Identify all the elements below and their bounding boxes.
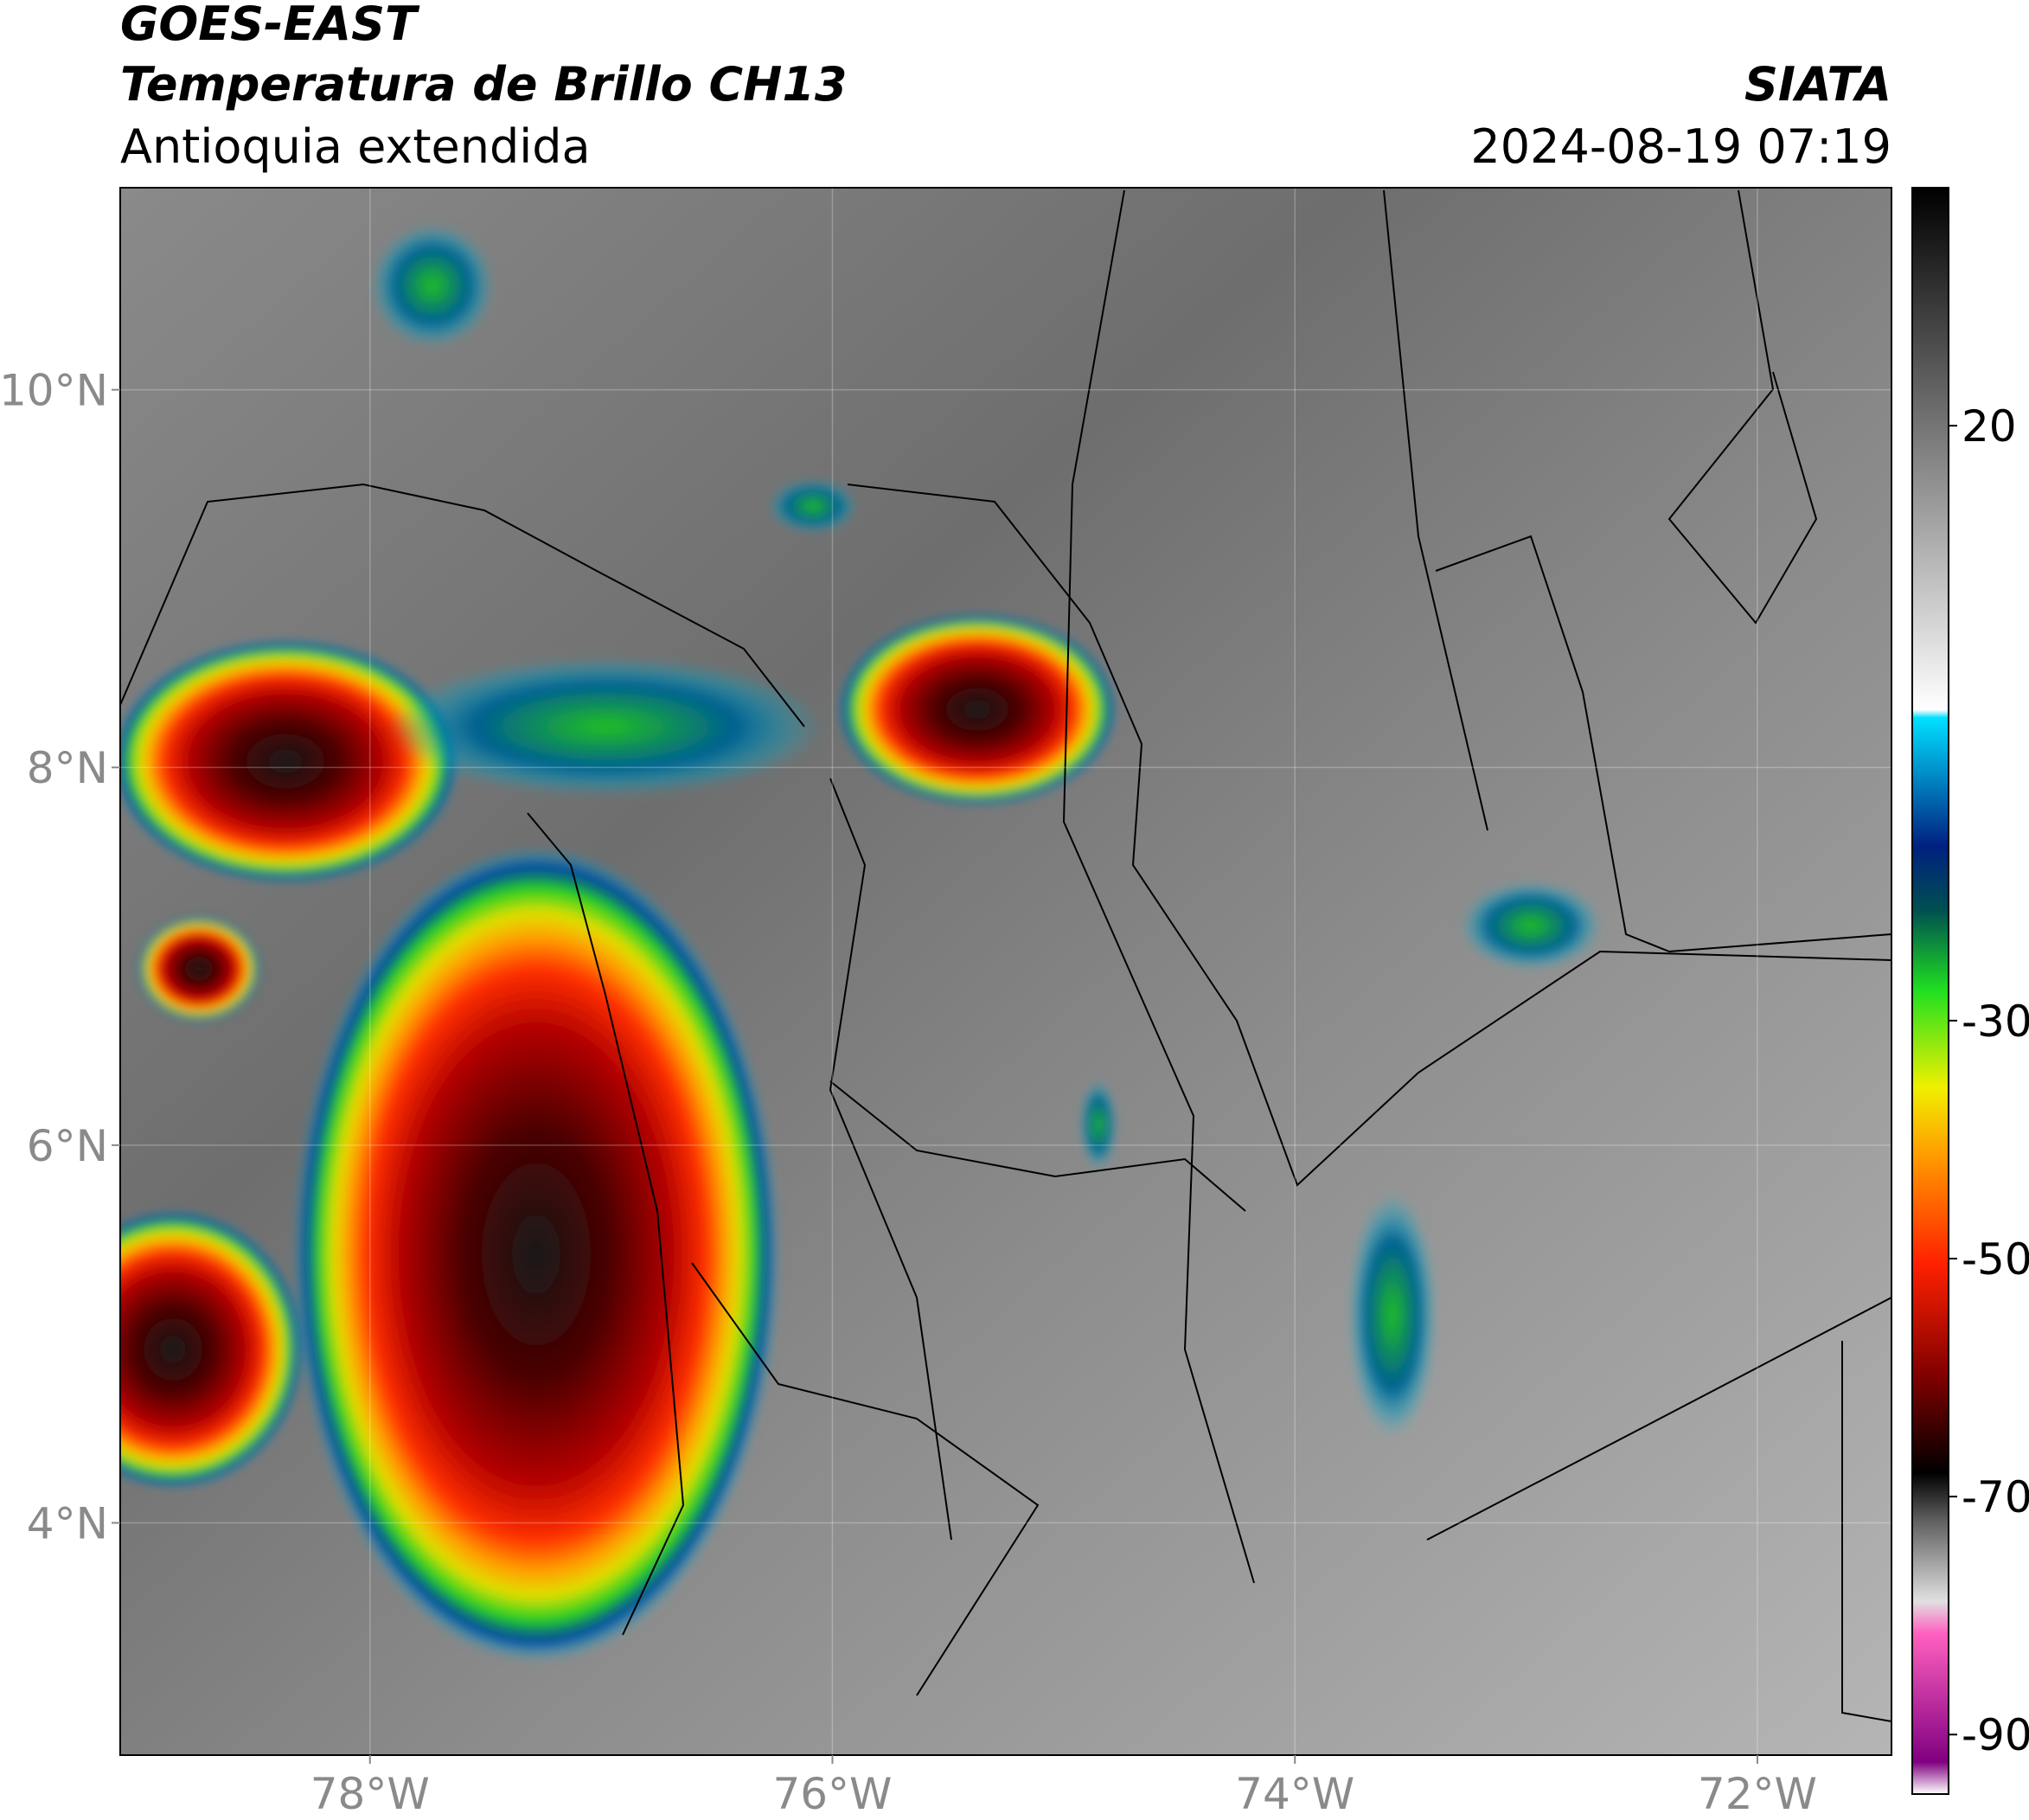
- x-tick-label: 78°W: [310, 1769, 430, 1817]
- title: GOES-EAST: [120, 0, 420, 51]
- colorbar: [1911, 187, 1949, 1795]
- region: Antioquia extendida: [120, 119, 591, 174]
- cloud-tops: [120, 225, 1600, 1661]
- colorbar-tick-label: -50: [1962, 1234, 2029, 1285]
- agency: SIATA: [1744, 57, 1891, 112]
- colorbar-tick-label: -70: [1962, 1472, 2029, 1522]
- datetime: 2024-08-19 07:19: [1470, 119, 1891, 174]
- borders: [120, 189, 1891, 1722]
- subtitle: Temperatura de Brillo CH13: [120, 57, 848, 112]
- y-tick-label: 10°N: [0, 366, 108, 416]
- colorbar-tick-label: 20: [1962, 401, 2017, 452]
- colorbar-tick-label: -30: [1962, 997, 2029, 1047]
- ticks: 78°W 76°W 74°W 72°W 10°N 8°N 6°N 4°N 20 -30 -50 -70…: [0, 366, 2029, 1819]
- x-tick-label: 76°W: [772, 1769, 892, 1817]
- map-frame: [119, 187, 1892, 1756]
- y-tick-label: 8°N: [27, 743, 108, 793]
- y-tick-label: 6°N: [27, 1121, 108, 1171]
- map-image: [120, 188, 1891, 1755]
- y-tick-label: 4°N: [27, 1498, 108, 1548]
- graticule: [120, 188, 1891, 1755]
- x-tick-label: 74°W: [1235, 1769, 1354, 1817]
- colorbar-tick-label: -90: [1962, 1710, 2029, 1760]
- x-tick-label: 72°W: [1698, 1769, 1817, 1817]
